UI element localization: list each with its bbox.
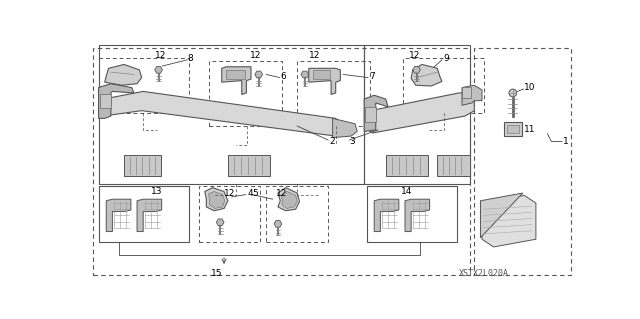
Bar (228, 154, 270, 176)
Bar (297, 61, 371, 126)
Polygon shape (368, 93, 474, 133)
Bar (367, 186, 458, 241)
Bar (403, 57, 484, 113)
Polygon shape (205, 188, 228, 211)
Polygon shape (411, 64, 442, 86)
Text: 12: 12 (276, 189, 288, 197)
Polygon shape (255, 71, 262, 78)
Bar (474, 48, 570, 275)
Text: 7: 7 (369, 71, 374, 80)
Text: 10: 10 (524, 83, 536, 92)
Bar (99, 57, 189, 113)
Text: 4: 4 (247, 189, 253, 197)
Bar (437, 154, 470, 176)
Polygon shape (278, 188, 300, 211)
Bar (266, 186, 328, 241)
Text: XSTX2L020A: XSTX2L020A (459, 269, 509, 278)
Polygon shape (216, 219, 224, 226)
Text: 14: 14 (401, 187, 413, 196)
Text: 15: 15 (211, 269, 222, 278)
Polygon shape (405, 199, 429, 232)
Polygon shape (482, 195, 536, 247)
Polygon shape (364, 95, 388, 131)
Text: 8: 8 (188, 54, 194, 63)
Polygon shape (413, 67, 420, 73)
Polygon shape (333, 118, 357, 137)
Polygon shape (281, 191, 297, 208)
Circle shape (509, 89, 516, 97)
Polygon shape (137, 199, 162, 232)
Polygon shape (301, 71, 308, 78)
Polygon shape (105, 64, 141, 85)
Polygon shape (221, 67, 251, 94)
Bar (507, 125, 519, 133)
Bar (99, 45, 364, 184)
Text: 9: 9 (444, 54, 449, 63)
Bar (100, 94, 111, 108)
Bar (386, 154, 428, 176)
Polygon shape (462, 85, 482, 105)
Polygon shape (308, 68, 340, 94)
Bar (365, 107, 376, 122)
Polygon shape (374, 199, 399, 232)
Bar (124, 154, 161, 176)
Bar (198, 186, 260, 241)
Text: 12: 12 (409, 51, 420, 61)
Text: 2: 2 (330, 137, 335, 146)
Text: 1: 1 (563, 137, 568, 146)
Bar (93, 48, 470, 275)
Polygon shape (103, 92, 344, 136)
Polygon shape (155, 67, 163, 73)
Bar (99, 186, 189, 241)
Bar (364, 45, 470, 184)
Polygon shape (481, 193, 523, 238)
Polygon shape (106, 199, 131, 232)
Polygon shape (227, 70, 245, 79)
Polygon shape (209, 191, 225, 208)
Polygon shape (99, 84, 134, 118)
Polygon shape (314, 70, 330, 79)
Text: 12: 12 (155, 51, 166, 61)
Text: 12: 12 (308, 51, 320, 61)
Text: 12: 12 (224, 189, 236, 197)
Text: 12: 12 (250, 51, 261, 61)
Text: 5: 5 (253, 189, 259, 197)
Polygon shape (274, 220, 282, 227)
Bar (504, 122, 522, 136)
Bar (462, 87, 471, 98)
Text: 6: 6 (280, 71, 286, 80)
Text: 13: 13 (151, 187, 163, 196)
Bar (209, 61, 282, 126)
Text: 3: 3 (349, 137, 355, 146)
Text: 11: 11 (524, 125, 536, 134)
